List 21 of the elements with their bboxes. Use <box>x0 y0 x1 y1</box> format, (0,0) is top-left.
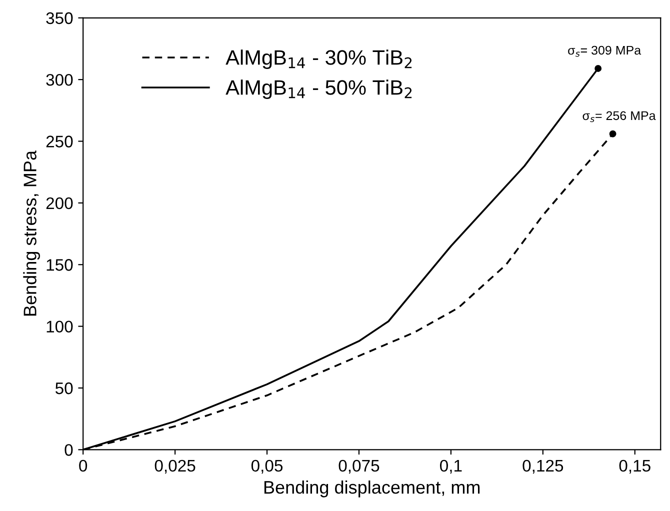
y-tick-label: 50 <box>55 382 73 394</box>
legend-label: AlMgB$_{14}$ - 30% TiB$_{2}$ <box>226 50 412 70</box>
x-tick-label: 0,125 <box>522 460 564 474</box>
legend-label: AlMgB$_{14}$ - 50% TiB$_{2}$ <box>226 80 412 100</box>
y-tick-label: 250 <box>46 136 73 148</box>
x-tick-label: 0,025 <box>154 460 196 474</box>
y-tick-label: 200 <box>46 197 73 210</box>
x-axis-title: Bending displacement, mm <box>264 480 480 498</box>
y-tick-label: 0 <box>64 444 73 456</box>
y-tick-label: 300 <box>46 74 73 86</box>
annotation: σ$_{s}$= 309 MPa <box>568 46 642 57</box>
x-tick-label: 0 <box>79 460 88 472</box>
x-tick-label: 0,1 <box>440 460 462 474</box>
annotation: σ$_{s}$= 256 MPa <box>582 111 656 122</box>
y-axis-title: Bending stress, MPa <box>23 150 40 316</box>
x-tick-label: 0,05 <box>251 460 283 474</box>
x-tick-label: 0,075 <box>338 460 380 474</box>
y-tick-label: 350 <box>46 12 73 24</box>
x-tick-label: 0,15 <box>619 460 650 474</box>
y-tick-label: 100 <box>46 320 73 333</box>
y-tick-label: 150 <box>46 259 73 271</box>
